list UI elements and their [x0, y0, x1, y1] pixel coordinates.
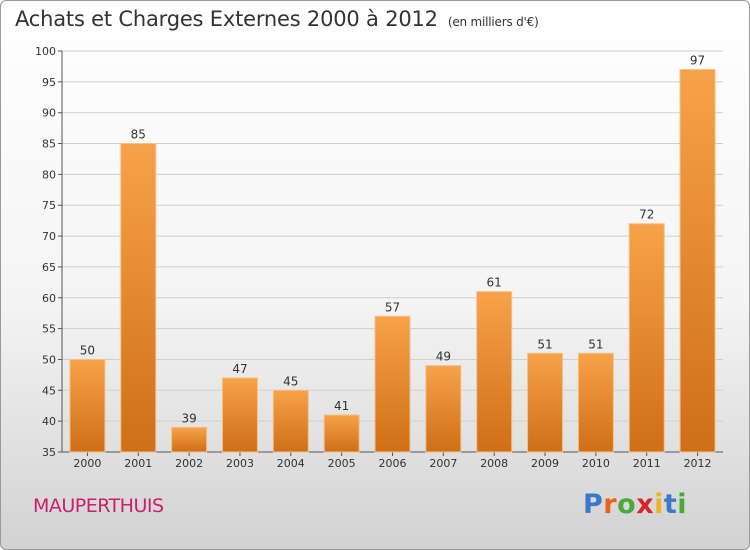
- x-tick-label: 2006: [379, 457, 407, 470]
- logo-letter: o: [617, 489, 637, 520]
- y-tick-label: 100: [35, 45, 56, 58]
- logo-letter: P: [583, 489, 604, 520]
- proxiti-logo[interactable]: Proxiti: [583, 489, 687, 520]
- x-tick-label: 2004: [277, 457, 305, 470]
- y-tick-label: 95: [42, 76, 56, 89]
- bar-value-label: 50: [80, 343, 95, 357]
- bar: [527, 352, 564, 453]
- y-tick-label: 55: [42, 323, 56, 336]
- bar-value-label: 47: [232, 362, 247, 376]
- bar: [476, 291, 513, 453]
- y-tick-label: 50: [42, 353, 56, 366]
- bar: [272, 389, 309, 453]
- bar: [679, 69, 716, 453]
- chart-title-text: Achats et Charges Externes 2000 à 2012: [15, 7, 438, 31]
- bar-value-label: 57: [385, 300, 400, 314]
- y-tick-label: 90: [42, 107, 56, 120]
- x-tick-label: 2002: [175, 457, 203, 470]
- y-tick-label: 85: [42, 138, 56, 151]
- y-tick-label: 45: [42, 384, 56, 397]
- x-tick-label: 2009: [531, 457, 559, 470]
- bar-value-label: 45: [283, 374, 298, 388]
- x-tick-label: 2000: [73, 457, 101, 470]
- bar-value-label: 39: [181, 411, 196, 425]
- y-tick-label: 40: [42, 415, 56, 428]
- bar: [323, 414, 360, 453]
- logo-letter: i: [677, 489, 688, 520]
- bar: [374, 315, 411, 453]
- x-tick-label: 2010: [582, 457, 610, 470]
- x-tick-label: 2001: [124, 457, 152, 470]
- x-tick-label: 2012: [684, 457, 712, 470]
- bars: [69, 69, 716, 453]
- bar: [69, 358, 106, 453]
- logo-letter: r: [603, 489, 618, 520]
- y-tick-label: 60: [42, 292, 56, 305]
- chart-subtitle: (en milliers d'€): [447, 15, 539, 29]
- bar-value-label: 41: [334, 399, 349, 413]
- bar-value-label: 72: [639, 208, 654, 222]
- bar-value-label: 51: [537, 337, 552, 351]
- y-tick-label: 70: [42, 230, 56, 243]
- bar: [221, 377, 258, 453]
- x-tick-label: 2007: [429, 457, 457, 470]
- y-tick-label: 65: [42, 261, 56, 274]
- logo-letter: x: [636, 489, 655, 520]
- logo-letter: t: [663, 489, 678, 520]
- bar: [171, 426, 208, 453]
- bar: [628, 223, 665, 453]
- bar-value-label: 51: [588, 337, 603, 351]
- y-tick-label: 80: [42, 168, 56, 181]
- bar: [577, 352, 614, 453]
- logo-letter: i: [654, 489, 664, 520]
- x-tick-label: 2005: [328, 457, 356, 470]
- x-tick-label: 2011: [633, 457, 661, 470]
- y-tick-label: 35: [42, 446, 56, 459]
- bar: [120, 143, 157, 453]
- bar-value-label: 85: [131, 128, 146, 142]
- labels: 50 2000 85 2001 39 2002 47 2003 45 2004 41 2005 57 20…: [73, 54, 711, 470]
- x-tick-label: 2008: [480, 457, 508, 470]
- bar-value-label: 49: [436, 350, 451, 364]
- bar-value-label: 97: [690, 54, 705, 68]
- x-tick-label: 2003: [226, 457, 254, 470]
- commune-name: MAUPERTHUIS: [33, 495, 164, 517]
- bar-value-label: 61: [487, 276, 502, 290]
- y-tick-label: 75: [42, 199, 56, 212]
- chart-title: Achats et Charges Externes 2000 à 2012 (e…: [15, 7, 539, 31]
- bar: [425, 365, 462, 453]
